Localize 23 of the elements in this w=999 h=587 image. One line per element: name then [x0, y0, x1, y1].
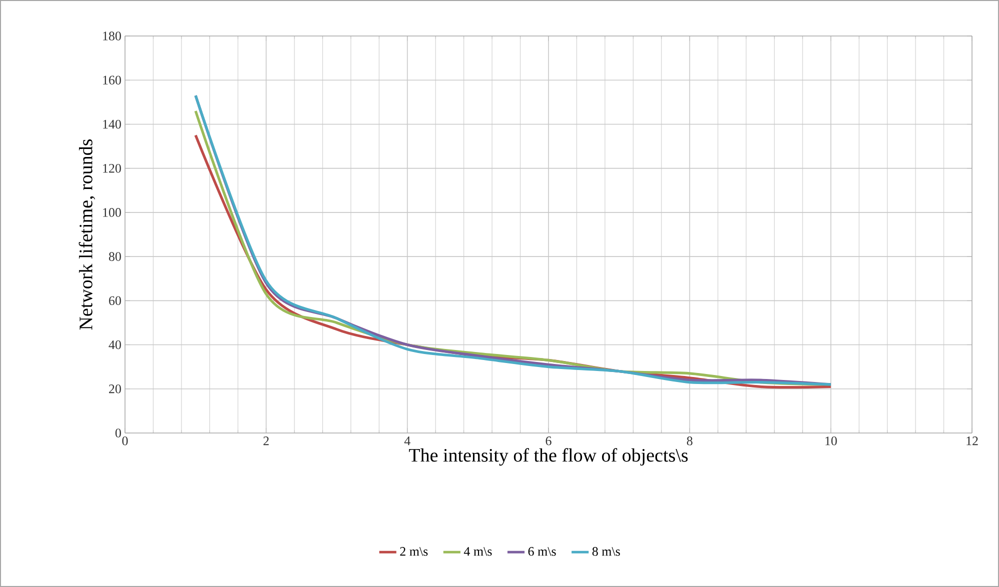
x-tick-label: 2: [263, 436, 269, 446]
y-tick-label: 20: [109, 384, 121, 394]
y-tick-label: 60: [109, 296, 121, 306]
y-tick-label: 160: [103, 76, 121, 84]
y-tick-label: 140: [103, 120, 121, 129]
y-tick-label: 100: [103, 208, 121, 217]
x-tick-label: 0: [122, 436, 128, 446]
legend-label: 8 m\s: [592, 547, 620, 556]
legend-label: 4 m\s: [464, 547, 492, 556]
x-axis-title: The intensity of the flow of objects\s: [409, 448, 688, 466]
x-tick-label: 6: [546, 436, 552, 446]
y-tick-label: 40: [108, 340, 121, 350]
y-tick-label: 80: [108, 252, 121, 261]
x-tick-label: 12: [966, 436, 978, 446]
x-tick-label: 4: [404, 436, 410, 446]
x-tick-label: 8: [686, 436, 692, 446]
x-tick-label: 10: [825, 436, 837, 446]
y-tick-label: 120: [103, 164, 121, 173]
y-tick-label: 0: [115, 428, 121, 438]
y-axis-title: Network lifetime, rounds: [78, 139, 96, 330]
y-tick-label: 180: [103, 32, 121, 40]
legend-label: 6 m\s: [528, 547, 556, 556]
legend-label: 2 m\s: [400, 547, 428, 556]
